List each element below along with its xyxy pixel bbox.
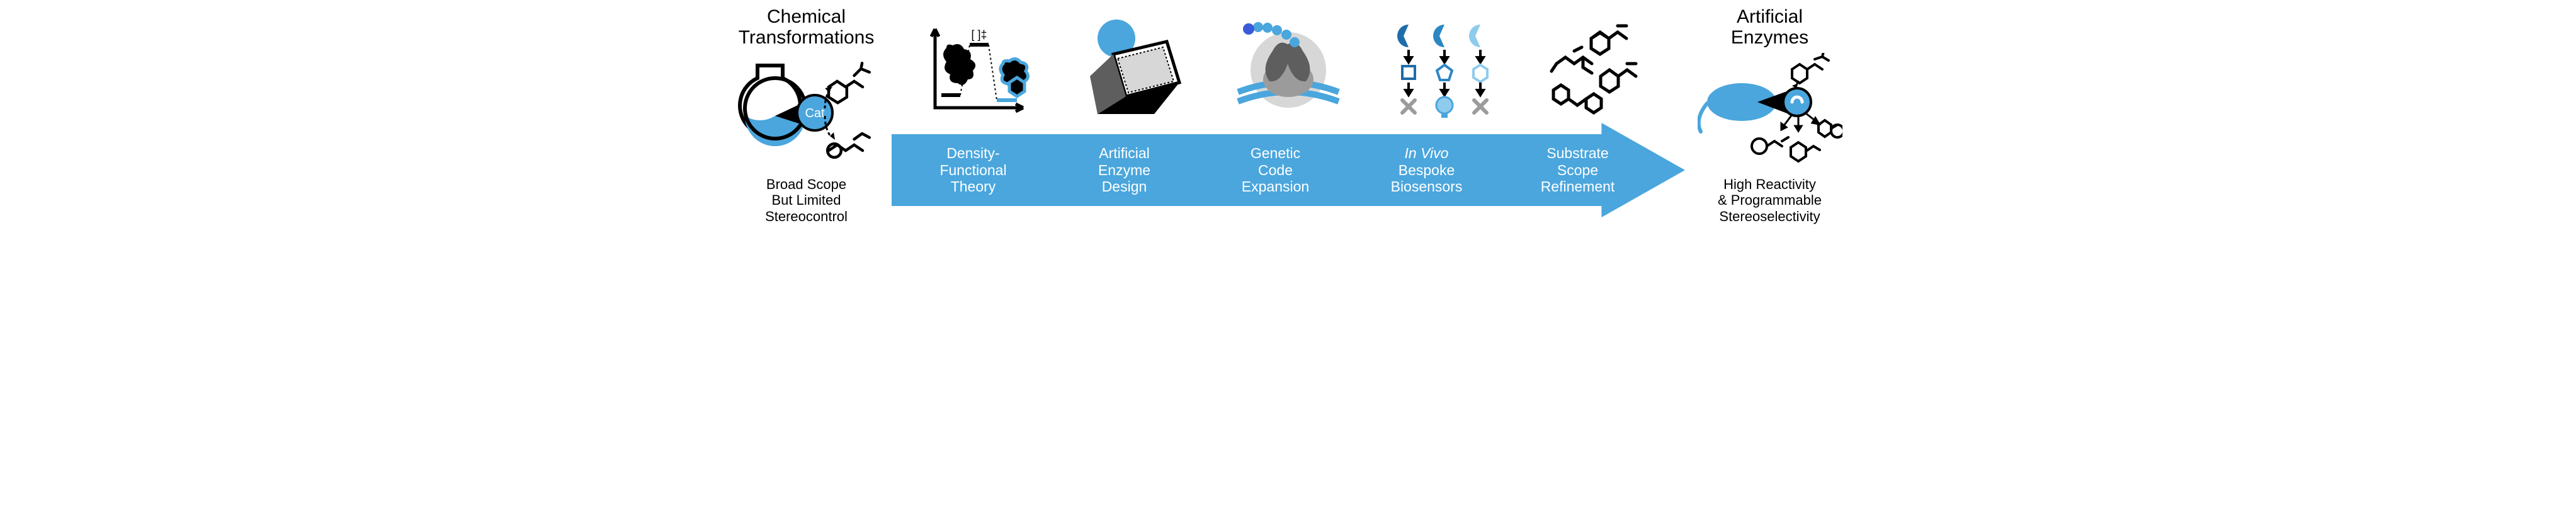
cat-label: Cat: [805, 106, 825, 120]
bulb-icon: [1436, 97, 1453, 118]
square-icon: [1402, 66, 1415, 79]
pipeline-arrow: Density- Functional Theory Artificial En…: [892, 123, 1685, 217]
stage-label-3: Genetic Code Expansion: [1219, 145, 1332, 195]
product-3-icon: [1819, 120, 1842, 137]
molecule-top-icon: [829, 63, 870, 103]
arrow-labels: Density- Functional Theory Artificial En…: [892, 123, 1685, 217]
product-2-icon: [1791, 142, 1820, 161]
product-molecule-icon: [1001, 59, 1028, 96]
dft-icon: [ ]‡: [922, 20, 1030, 120]
ts-label: [ ]‡: [971, 28, 987, 41]
laptop-icon: [1079, 20, 1186, 120]
substrate-scope-icon: [1547, 20, 1654, 120]
stage-icons-row: [ ]‡: [892, 13, 1685, 120]
reactant-blob-icon: [943, 44, 975, 85]
flask-icon: Cat: [734, 53, 879, 173]
stage-label-1: Density- Functional Theory: [917, 145, 1030, 195]
left-title: Chemical Transformations: [739, 6, 875, 48]
protein-variant-1: [1397, 25, 1409, 47]
stage-label-4: In Vivo Bespoke Biosensors: [1370, 145, 1484, 195]
left-panel: Chemical Transformations Cat: [734, 6, 879, 224]
right-title: Artificial Enzymes: [1731, 6, 1808, 48]
left-title-text: Chemical Transformations: [739, 6, 875, 48]
left-subtitle: Broad Scope But Limited Stereocontrol: [765, 176, 848, 224]
right-panel: Artificial Enzymes: [1698, 6, 1842, 224]
pentagon-icon: [1437, 65, 1452, 80]
fail-x-icon: [1402, 100, 1415, 113]
fail-x-icon-2: [1474, 100, 1487, 113]
protein-variant-2: [1433, 25, 1444, 47]
right-subtitle: High Reactivity & Programmable Stereosel…: [1718, 176, 1822, 224]
hexagon-icon: [1473, 65, 1487, 82]
stage-label-2: Artificial Enzyme Design: [1068, 145, 1181, 195]
cell-factory-icon: [1698, 53, 1842, 173]
product-1-icon: [1752, 137, 1788, 154]
genetic-code-icon: [1235, 20, 1342, 120]
workflow-arrow: [ ]‡: [892, 13, 1685, 217]
stage-label-5: Substrate Scope Refinement: [1521, 145, 1635, 195]
substrate-in-icon: [1792, 53, 1829, 83]
protein-variant-3: [1469, 25, 1480, 47]
biosensor-icon: [1391, 20, 1498, 120]
